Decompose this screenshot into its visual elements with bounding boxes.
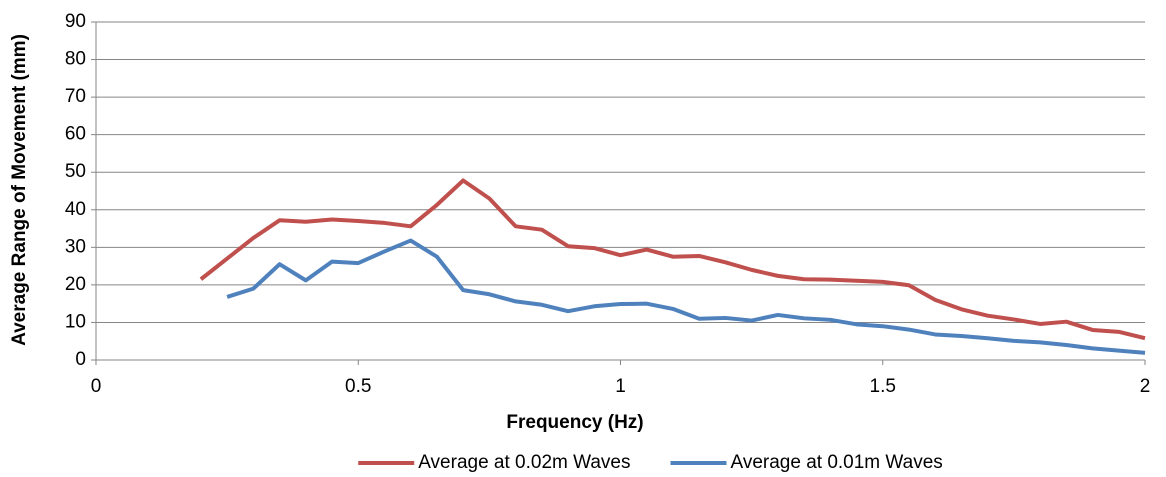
y-tick-label: 10 [65,311,86,332]
x-tick-label: 1 [615,376,626,397]
y-axis-label: Average Range of Movement (mm) [9,34,30,346]
x-tick-label: 0 [91,376,102,397]
legend-label: Average at 0.02m Waves [418,452,630,473]
y-tick-label: 90 [65,11,86,32]
line-series [226,238,1146,355]
legend-label: Average at 0.01m Waves [731,452,943,473]
y-tick-label: 30 [65,236,86,257]
y-tick-label: 40 [65,199,86,220]
x-tick-label: 1.5 [870,376,896,397]
x-tick-label: 2 [1140,376,1151,397]
y-tick-label: 70 [65,86,86,107]
y-tick-label: 60 [65,124,86,145]
line-series [199,178,1146,341]
x-axis-label: Frequency (Hz) [506,412,643,433]
x-tick-label: 0.5 [345,376,371,397]
y-tick-label: 0 [75,349,86,370]
y-tick-label: 50 [65,161,86,182]
y-tick-label: 80 [65,49,86,70]
y-tick-label: 20 [65,274,86,295]
